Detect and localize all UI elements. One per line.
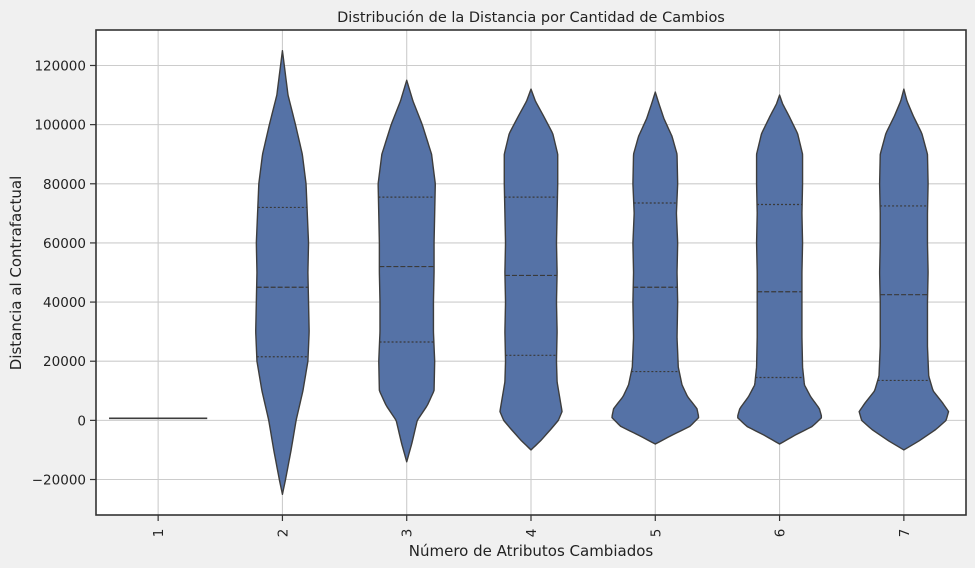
y-tick-label: 80000 [43,177,86,193]
x-tick-label: 4 [524,529,540,538]
y-tick-label: 60000 [43,236,86,252]
y-axis-label: Distancia al Contrafactual [7,176,25,370]
violin-2 [255,50,310,495]
y-tick-label: −20000 [32,473,86,489]
violin-5 [611,91,700,445]
x-tick-label: 3 [400,529,416,538]
x-tick-label: 7 [897,529,913,538]
violin-body [255,50,310,495]
axis-ticks: −20000 0 20000 40000 60000 80000 100000 120000 1… [32,58,913,537]
x-tick-label: 5 [648,529,664,538]
violin-body [737,94,823,445]
violin-body [499,88,563,451]
x-axis-label: Número de Atributos Cambiados [409,542,654,560]
y-tick-label: 0 [77,413,86,429]
violin-body [377,79,436,463]
x-tick-label: 6 [773,529,789,538]
violin-4 [499,88,563,451]
x-tick-label: 1 [151,529,167,538]
y-tick-label: 100000 [34,118,86,134]
violin-body [858,88,950,451]
violin-6 [737,94,823,445]
y-tick-label: 20000 [43,354,86,370]
chart-title: Distribución de la Distancia por Cantida… [337,10,725,26]
y-tick-label: 40000 [43,295,86,311]
y-tick-label: 120000 [34,58,86,74]
violin-7 [858,88,950,451]
x-tick-label: 2 [275,529,291,538]
violin-body [611,91,700,445]
violin-3 [377,79,436,463]
violins [109,50,950,495]
